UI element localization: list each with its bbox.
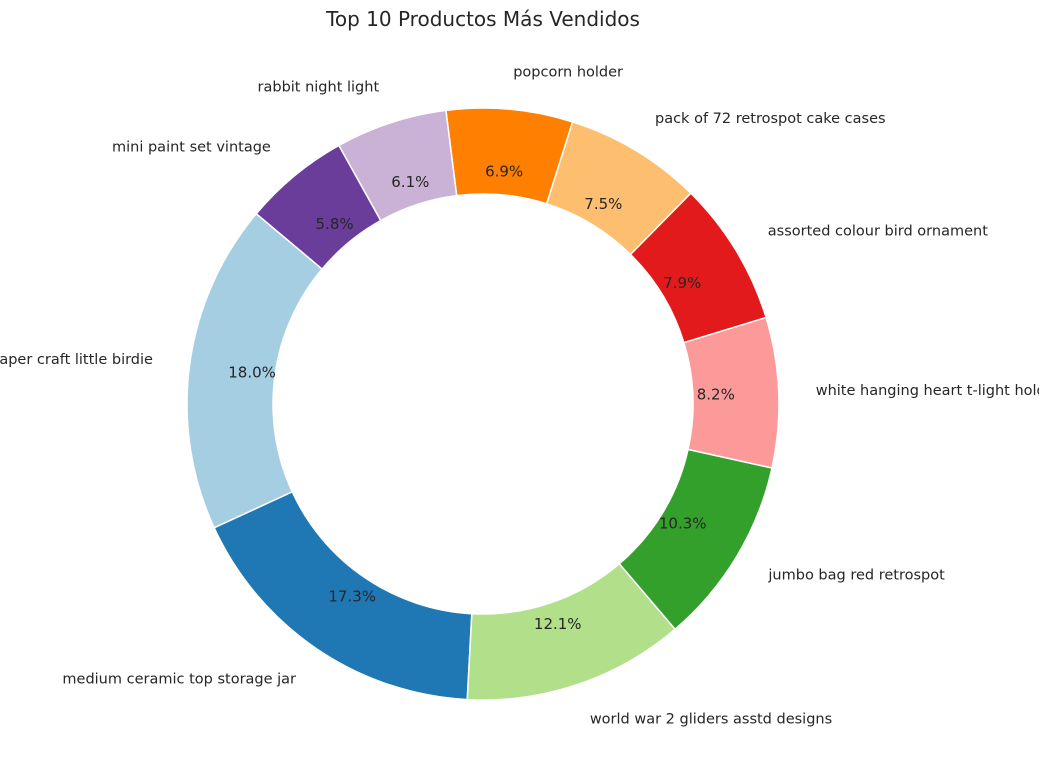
slice-percent-white-hanging-heart-t-light-holder: 8.2% xyxy=(697,385,735,403)
slice-label-paper-craft-little-birdie: paper craft little birdie xyxy=(0,352,153,368)
slice-percent-world-war-2-gliders-asstd-designs: 12.1% xyxy=(534,615,582,633)
slice-label-white-hanging-heart-t-light-holder: white hanging heart t-light holder xyxy=(816,383,1039,399)
slice-percent-jumbo-bag-red-retrospot: 10.3% xyxy=(659,515,707,533)
slices-group xyxy=(186,107,780,701)
slice-percent-mini-paint-set-vintage: 5.8% xyxy=(316,215,354,233)
slice-mini-paint-set-vintage xyxy=(255,144,382,271)
slice-label-rabbit-night-light: rabbit night light xyxy=(258,80,380,96)
slice-label-mini-paint-set-vintage: mini paint set vintage xyxy=(112,139,271,155)
slice-percent-rabbit-night-light: 6.1% xyxy=(391,173,429,191)
slice-label-world-war-2-gliders-asstd-designs: world war 2 gliders asstd designs xyxy=(590,711,832,727)
slice-percent-popcorn-holder: 6.9% xyxy=(485,162,523,180)
slice-label-jumbo-bag-red-retrospot: jumbo bag red retrospot xyxy=(767,568,945,584)
slice-label-popcorn-holder: popcorn holder xyxy=(513,64,623,80)
slice-percent-paper-craft-little-birdie: 18.0% xyxy=(228,364,276,382)
slice-percent-assorted-colour-bird-ornament: 7.9% xyxy=(663,274,701,292)
slice-percent-medium-ceramic-top-storage-jar: 17.3% xyxy=(328,587,376,605)
chart-title: Top 10 Productos Más Vendidos xyxy=(325,7,640,31)
slice-label-pack-of-72-retrospot-cake-cases: pack of 72 retrospot cake cases xyxy=(655,111,886,127)
slice-label-medium-ceramic-top-storage-jar: medium ceramic top storage jar xyxy=(62,672,296,688)
labels-group: paper craft little birdie 18.0% medium cer… xyxy=(0,64,1039,727)
slice-label-assorted-colour-bird-ornament: assorted colour bird ornament xyxy=(768,223,988,239)
slice-percent-pack-of-72-retrospot-cake-cases: 7.5% xyxy=(584,195,622,213)
